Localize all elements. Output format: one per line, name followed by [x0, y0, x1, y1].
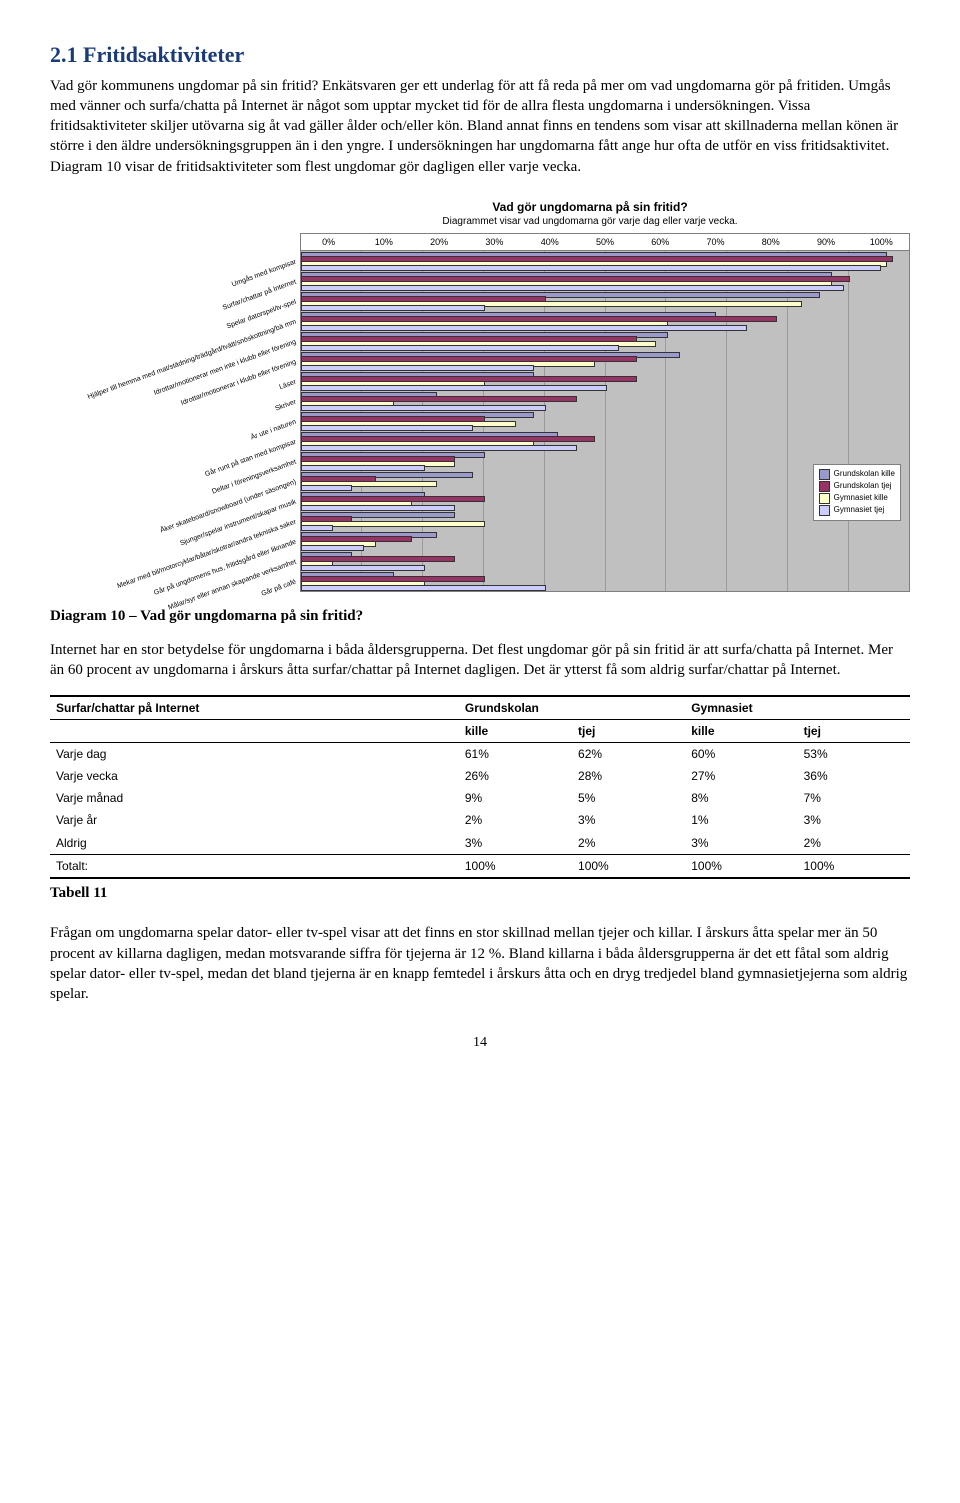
paragraph-1: Vad gör kommunens ungdomar på sin fritid… [50, 76, 910, 177]
table-header-main: Surfar/chattar på Internet [50, 696, 459, 720]
table-subcol: kille [685, 719, 797, 742]
data-table: Surfar/chattar på Internet Grundskolan G… [50, 695, 910, 880]
table-subcol: tjej [572, 719, 685, 742]
table-col-group-1: Grundskolan [459, 696, 685, 720]
table-subcol: tjej [798, 719, 910, 742]
table-col-group-2: Gymnasiet [685, 696, 910, 720]
chart-container: Vad gör ungdomarna på sin fritid? Diagra… [50, 199, 910, 592]
paragraph-3: Frågan om ungdomarna spelar dator- eller… [50, 923, 910, 1004]
chart-plot: 0%10%20%30%40%50%60%70%80%90%100% Grunds… [300, 233, 910, 592]
chart-subtitle: Diagrammet visar vad ungdomarna gör varj… [270, 215, 910, 229]
chart-bars [301, 251, 909, 591]
chart-title: Vad gör ungdomarna på sin fritid? [270, 199, 910, 215]
chart-legend: Grundskolan killeGrundskolan tjejGymnasi… [813, 464, 901, 521]
page-number: 14 [50, 1034, 910, 1053]
section-heading: 2.1 Fritidsaktiviteter [50, 40, 910, 70]
chart-x-axis: 0%10%20%30%40%50%60%70%80%90%100% [301, 234, 909, 251]
table-subcol: kille [459, 719, 572, 742]
chart-y-labels: Umgås med kompisarSurfar/chattar på Inte… [50, 233, 300, 592]
paragraph-2: Internet har en stor betydelse för ungdo… [50, 640, 910, 681]
table-caption: Tabell 11 [50, 883, 910, 903]
